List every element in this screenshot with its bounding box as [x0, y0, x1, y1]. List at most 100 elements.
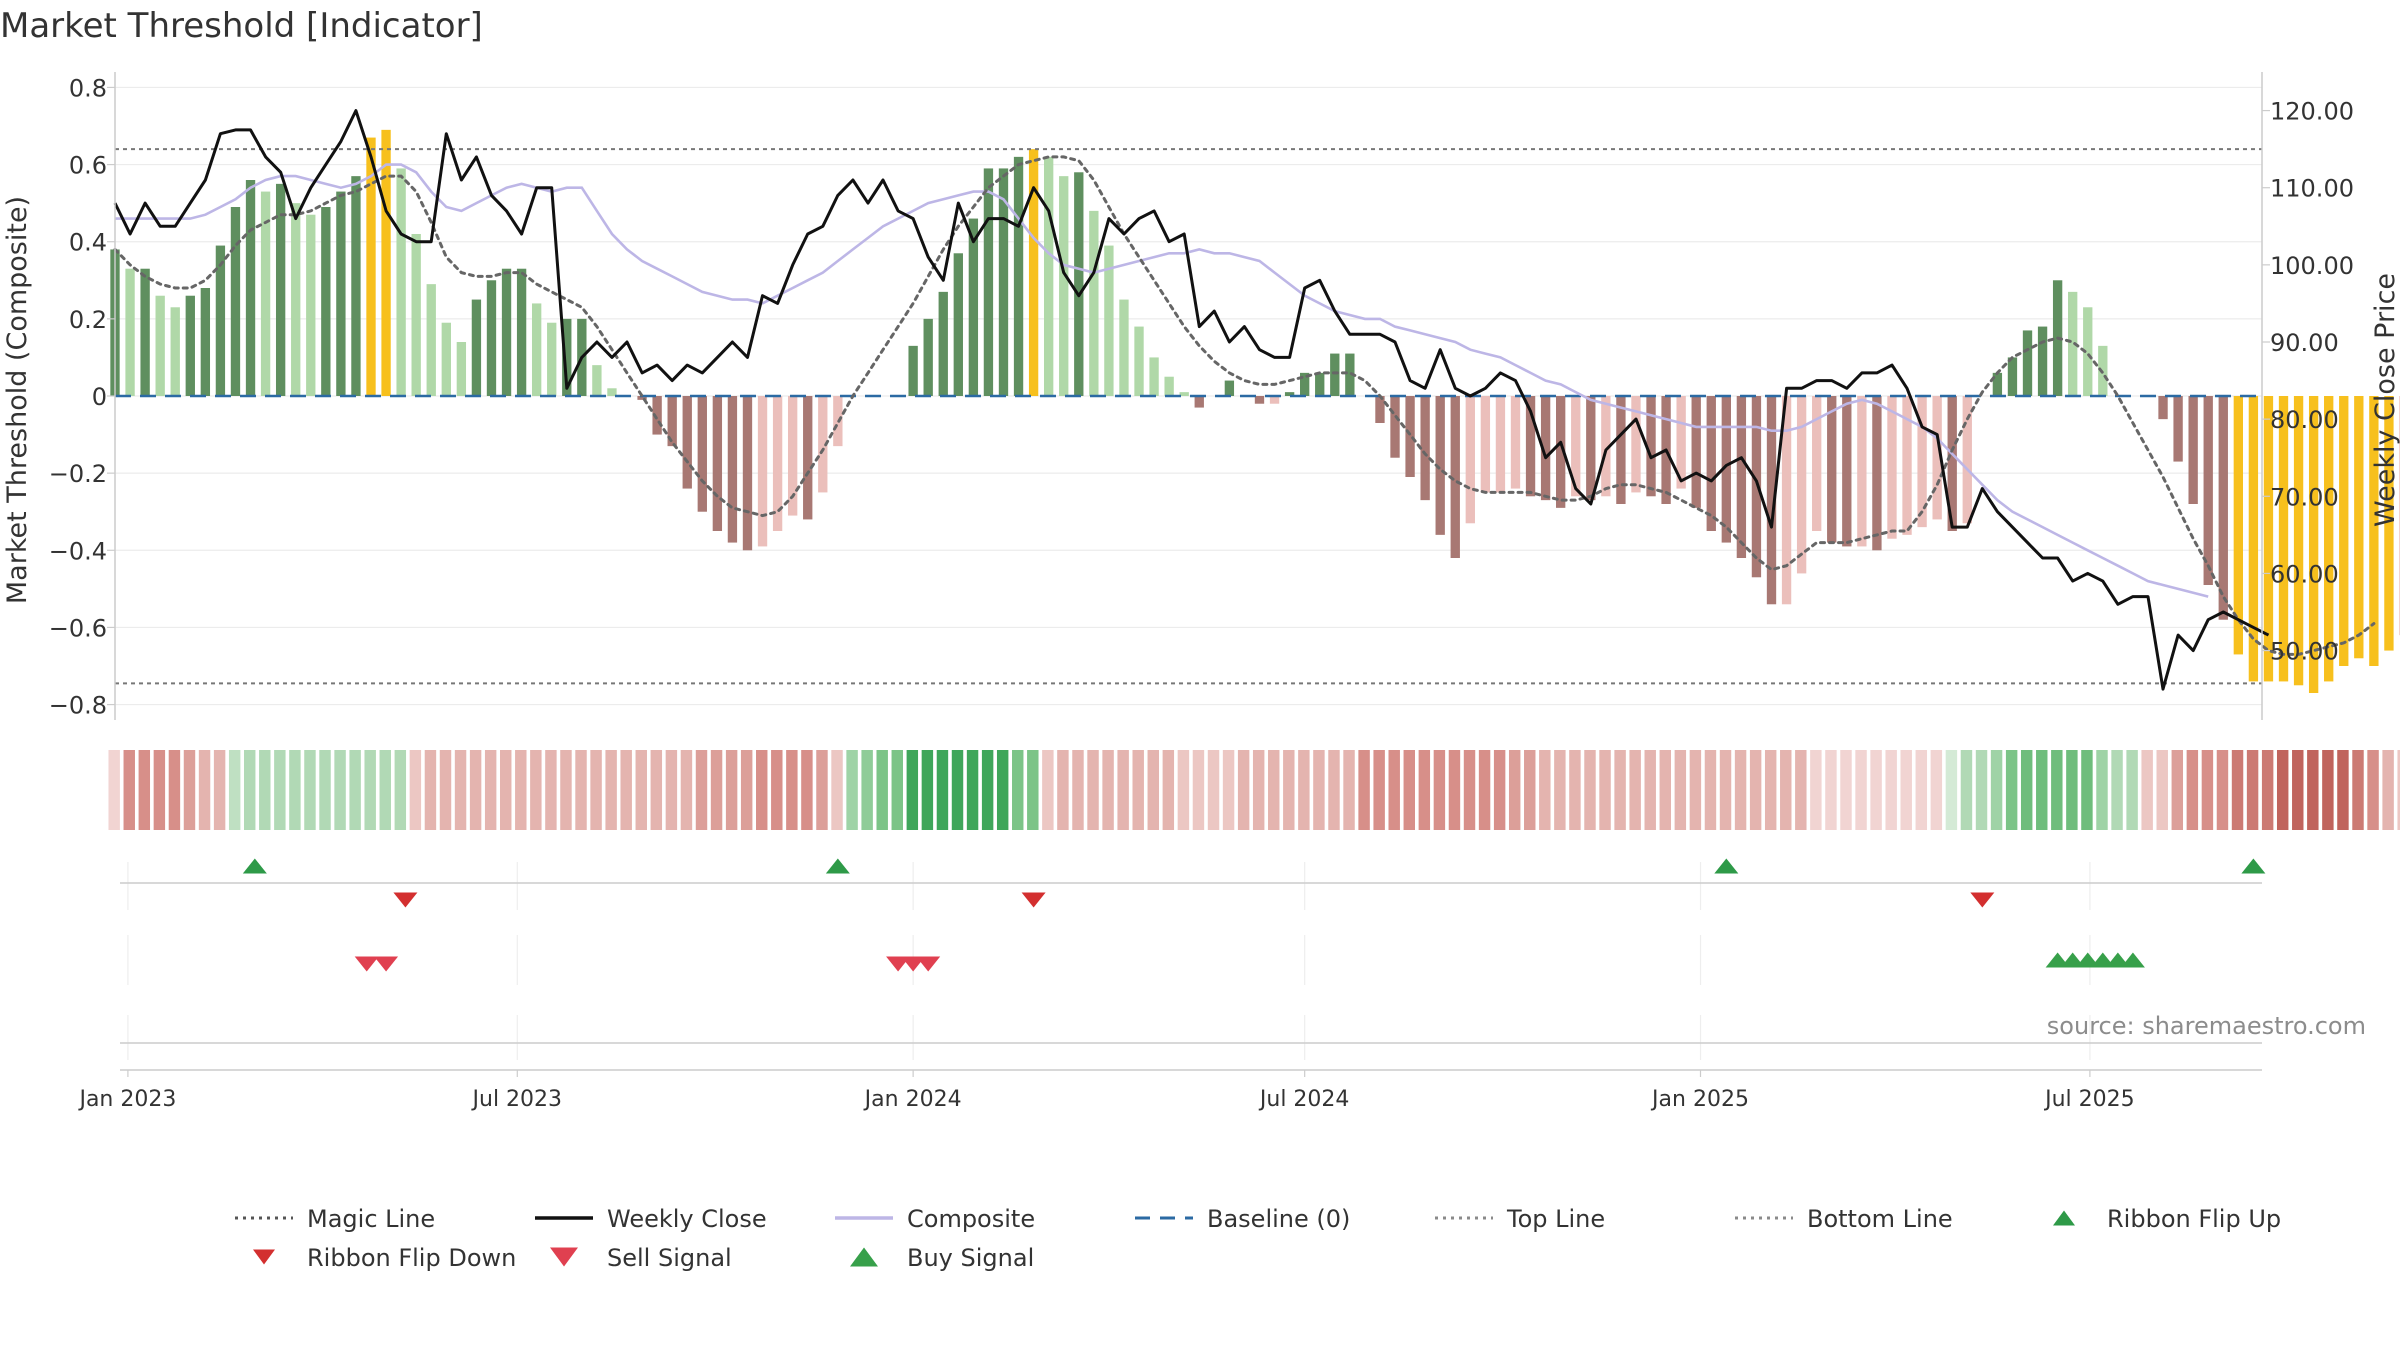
ribbon-cell: [2382, 750, 2394, 830]
ribbon-cell: [665, 750, 678, 830]
ribbon-flip-up-marker: [825, 858, 850, 874]
composite-bar: [1646, 396, 1656, 497]
composite-line: [115, 163, 2209, 598]
composite-bar: [652, 396, 662, 435]
ribbon-cell: [1343, 750, 1355, 830]
ribbon-cell: [620, 750, 632, 830]
ribbon-cell: [394, 750, 407, 830]
composite-bar: [2218, 396, 2228, 620]
ribbon-cell: [2141, 750, 2153, 830]
ribbon-cell: [876, 750, 888, 830]
composite-bar: [200, 288, 211, 396]
legend-label: Composite: [907, 1205, 1035, 1233]
ribbon-cell: [1147, 750, 1159, 830]
ribbon-cell: [2216, 750, 2229, 830]
ribbon-cell: [244, 750, 256, 830]
legend-label: Top Line: [1506, 1205, 1605, 1233]
ribbon-cell: [906, 750, 919, 830]
ribbon-cell: [1990, 750, 2003, 830]
ribbon-cell: [1629, 750, 1641, 830]
composite-bar: [2293, 396, 2304, 686]
x-tick-label: Jul 2023: [471, 1087, 563, 1112]
y-tick-label: −0.2: [49, 460, 107, 488]
composite-bar: [1119, 299, 1129, 396]
composite-bar: [155, 295, 165, 396]
composite-bar: [1857, 396, 1867, 547]
composite-bar: [908, 345, 918, 396]
ribbon-cell: [861, 750, 873, 830]
legend-item: Composite: [835, 1205, 1035, 1233]
ribbon-cell: [1584, 750, 1596, 830]
y2-tick-label: 50.00: [2270, 638, 2339, 666]
ribbon-cell: [1313, 750, 1325, 830]
ribbon-cell: [349, 750, 361, 830]
legend-icon-triangle-down: [253, 1249, 275, 1265]
ribbon-cell: [1554, 750, 1566, 830]
composite-bar: [2263, 396, 2274, 682]
composite-bar: [2022, 330, 2033, 396]
ribbon-cell: [1403, 750, 1415, 830]
sell-signal-marker: [354, 956, 379, 972]
composite-bar: [1827, 396, 1837, 543]
composite-bar: [1676, 396, 1686, 489]
ribbon-cell: [274, 750, 286, 830]
ribbon-cell: [1539, 750, 1551, 830]
ribbon-cell: [1298, 750, 1310, 830]
ribbon-cell: [304, 750, 316, 830]
ribbon-cell: [1704, 750, 1717, 830]
ribbon-cell: [1433, 750, 1446, 830]
composite-bar: [230, 207, 241, 396]
ribbon-cell: [756, 750, 768, 830]
ribbon-cell: [1764, 750, 1777, 830]
ribbon-cell: [198, 750, 211, 830]
composite-bar: [1540, 396, 1551, 501]
composite-bar: [1872, 396, 1882, 551]
y2-tick-label: 60.00: [2270, 560, 2339, 588]
composite-bar: [1405, 396, 1415, 477]
y2-tick-label: 100.00: [2270, 252, 2354, 280]
composite-bar: [697, 396, 707, 512]
ribbon-cell: [1027, 750, 1039, 830]
composite-bar: [1089, 210, 1099, 396]
ribbon-cell: [2201, 750, 2214, 830]
ribbon-cell: [1283, 750, 1295, 830]
composite-bar: [1812, 396, 1822, 531]
composite-bar: [1194, 396, 1204, 408]
ribbon-cell: [530, 750, 542, 830]
ribbon-flip-down-marker: [1021, 892, 1046, 908]
composite-bar: [1134, 326, 1144, 396]
composite-bar: [501, 268, 512, 396]
ribbon-cell: [680, 750, 693, 830]
composite-bar: [1962, 396, 1972, 524]
composite-bar: [1842, 396, 1852, 547]
ribbon-cell: [936, 750, 949, 830]
ribbon-cell: [1945, 750, 1958, 830]
ribbon-cell: [1102, 750, 1114, 830]
ribbon-cell: [771, 750, 783, 830]
composite-bar: [411, 234, 421, 396]
composite-bar: [1586, 396, 1596, 501]
weekly-close-line: [113, 109, 2270, 691]
ribbon-cell: [786, 750, 798, 830]
y2-tick-label: 70.00: [2270, 483, 2339, 511]
ribbon-cell: [891, 750, 903, 830]
ribbon-cell: [2337, 750, 2349, 830]
ribbon-cell: [123, 750, 135, 830]
composite-bar: [2083, 307, 2093, 396]
composite-bar: [1751, 396, 1762, 578]
legend: Magic Line Weekly Close Composite Baseline …: [235, 1205, 2281, 1272]
composite-bar: [757, 396, 768, 547]
ribbon-cell: [725, 750, 738, 830]
ribbon-cell: [1463, 750, 1476, 830]
composite-bar: [1269, 396, 1280, 404]
y-tick-label: 0.4: [69, 229, 107, 257]
composite-bar: [125, 268, 135, 396]
ribbon-cell: [379, 750, 391, 830]
composite-bar: [1601, 396, 1611, 497]
composite-bar: [1887, 396, 1897, 539]
y2-tick-label: 120.00: [2270, 98, 2354, 126]
composite-bar: [2158, 396, 2168, 420]
composite-bar: [1992, 372, 2003, 396]
legend-icon-triangle-down: [550, 1247, 578, 1267]
composite-bar: [1917, 396, 1927, 528]
